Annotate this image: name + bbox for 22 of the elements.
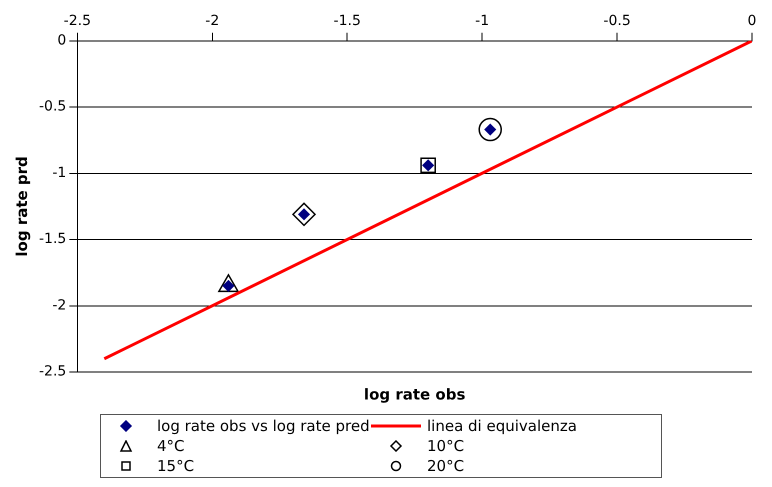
point — [478, 118, 502, 142]
x-axis-title: log rate obs — [364, 385, 466, 404]
x-tick-label: -1 — [475, 13, 490, 30]
x-tick-label: -1.5 — [334, 13, 361, 30]
x-tick-label: -2.5 — [64, 13, 91, 30]
legend-label: 4°C — [157, 437, 185, 455]
y-tick-label: 0 — [57, 32, 66, 48]
legend-label: log rate obs vs log rate pred — [157, 417, 370, 435]
legend-label: 15°C — [157, 457, 194, 475]
y-axis-title: log rate prd — [12, 156, 31, 257]
point — [292, 202, 316, 226]
legend-label: 20°C — [427, 457, 464, 475]
y-tick-label: -0.5 — [38, 98, 66, 115]
y-tick-label: -1 — [52, 164, 66, 181]
y-tick-label: -1.5 — [38, 231, 66, 248]
legend-label: 10°C — [427, 437, 464, 455]
x-tick-label: -2 — [205, 13, 220, 30]
y-tick-label: -2.5 — [38, 364, 66, 380]
x-tick-label: 0 — [748, 13, 756, 30]
legend-label: linea di equivalenza — [427, 417, 577, 435]
y-tick-label: -2 — [52, 297, 66, 314]
x-tick-label: -0.5 — [603, 13, 631, 30]
